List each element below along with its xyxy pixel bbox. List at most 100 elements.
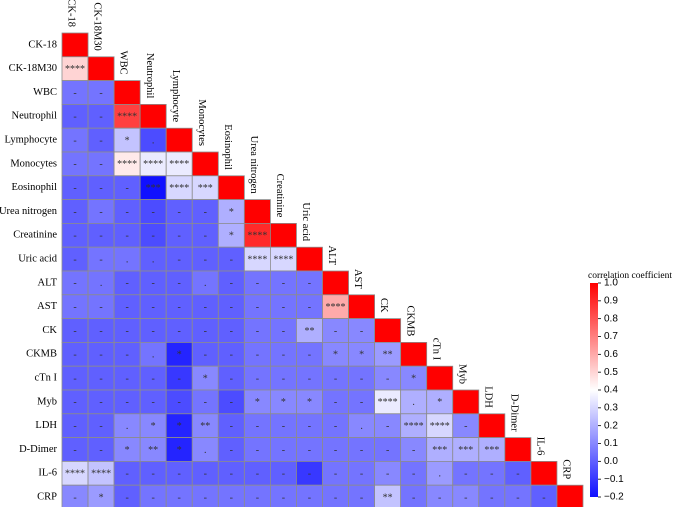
significance-label: - bbox=[334, 492, 337, 503]
column-label: CK-18 bbox=[66, 0, 77, 27]
significance-label: - bbox=[308, 421, 311, 432]
significance-label: - bbox=[282, 326, 285, 337]
row-label: Urea nitrogen bbox=[0, 206, 58, 217]
significance-label: ** bbox=[200, 421, 210, 432]
column-label: LDH bbox=[482, 386, 493, 408]
significance-label: * bbox=[177, 421, 182, 432]
colorbar-tick-label: 0.3 bbox=[604, 402, 618, 413]
heatmap-cell bbox=[556, 484, 584, 507]
colorbar-tick-label: 0.1 bbox=[604, 438, 618, 449]
significance-label: - bbox=[204, 254, 207, 265]
significance-label: - bbox=[178, 254, 181, 265]
row-label: cTn I bbox=[35, 373, 58, 384]
column-label: Neutrophil bbox=[144, 53, 155, 99]
significance-label: - bbox=[282, 421, 285, 432]
significance-label: * bbox=[307, 397, 312, 408]
significance-label: - bbox=[125, 492, 128, 503]
significance-label: - bbox=[490, 492, 493, 503]
significance-label: - bbox=[230, 350, 233, 361]
significance-label: . bbox=[360, 421, 363, 432]
significance-label: **** bbox=[404, 421, 424, 432]
significance-label: *** bbox=[146, 183, 161, 194]
significance-label: - bbox=[178, 207, 181, 218]
significance-label: - bbox=[334, 397, 337, 408]
significance-label: - bbox=[152, 231, 155, 242]
significance-label: - bbox=[230, 302, 233, 313]
significance-label: - bbox=[412, 445, 415, 456]
significance-label: - bbox=[73, 278, 76, 289]
colorbar-title: correlation coefficient bbox=[588, 270, 672, 281]
significance-label: - bbox=[178, 302, 181, 313]
row-label: Monocytes bbox=[10, 158, 57, 169]
heatmap-cell bbox=[478, 413, 506, 438]
significance-label: - bbox=[152, 326, 155, 337]
colorbar-tick-label: 0.9 bbox=[604, 295, 618, 306]
significance-label: ** bbox=[383, 350, 393, 361]
heatmap-cell bbox=[87, 56, 115, 81]
row-label: Myb bbox=[37, 396, 57, 407]
significance-label: - bbox=[125, 350, 128, 361]
significance-label: - bbox=[308, 278, 311, 289]
significance-label: **** bbox=[169, 183, 189, 194]
significance-label: - bbox=[282, 469, 285, 480]
significance-label: * bbox=[229, 207, 234, 218]
significance-label: - bbox=[230, 397, 233, 408]
significance-label: * bbox=[151, 421, 156, 432]
significance-label: . bbox=[438, 469, 441, 480]
colorbar bbox=[590, 283, 598, 497]
significance-label: - bbox=[490, 469, 493, 480]
significance-label: - bbox=[125, 326, 128, 337]
significance-label: - bbox=[99, 397, 102, 408]
heatmap-cell bbox=[269, 222, 297, 248]
significance-label: * bbox=[255, 397, 260, 408]
significance-label: - bbox=[125, 302, 128, 313]
colorbar-tick-label: −0.2 bbox=[604, 492, 624, 503]
significance-label: * bbox=[411, 373, 416, 384]
colorbar-tick-label: 0.4 bbox=[604, 385, 618, 396]
significance-label: - bbox=[99, 350, 102, 361]
significance-label: - bbox=[204, 350, 207, 361]
significance-label: - bbox=[386, 445, 389, 456]
heatmap-cell bbox=[504, 437, 532, 462]
significance-label: - bbox=[152, 207, 155, 218]
row-label: CKMB bbox=[26, 349, 57, 360]
significance-label: - bbox=[542, 492, 545, 503]
significance-label: - bbox=[360, 492, 363, 503]
colorbar-tick-label: 0.2 bbox=[604, 420, 618, 431]
significance-label: - bbox=[516, 492, 519, 503]
column-label: cTn I bbox=[430, 338, 441, 361]
significance-label: - bbox=[282, 350, 285, 361]
significance-label: ** bbox=[148, 445, 158, 456]
significance-label: . bbox=[152, 254, 155, 265]
significance-label: - bbox=[308, 373, 311, 384]
significance-label: - bbox=[360, 445, 363, 456]
significance-label: - bbox=[99, 421, 102, 432]
colorbar-tick-label: 1.0 bbox=[604, 278, 618, 289]
significance-label: - bbox=[256, 421, 259, 432]
significance-label: - bbox=[125, 231, 128, 242]
column-label: ALT bbox=[326, 246, 337, 266]
significance-label: - bbox=[73, 88, 76, 99]
significance-label: - bbox=[99, 302, 102, 313]
heatmap-cell bbox=[243, 199, 271, 224]
significance-label: - bbox=[99, 326, 102, 337]
significance-label: - bbox=[73, 302, 76, 313]
significance-label: - bbox=[125, 469, 128, 480]
significance-label: - bbox=[256, 326, 259, 337]
significance-label: - bbox=[308, 469, 311, 480]
column-label: CK-18M30 bbox=[92, 2, 103, 50]
significance-label: **** bbox=[430, 421, 450, 432]
significance-label: - bbox=[73, 492, 76, 503]
heatmap-cell bbox=[348, 294, 375, 319]
column-label: Myb bbox=[456, 364, 467, 384]
significance-label: . bbox=[126, 421, 129, 432]
significance-label: - bbox=[99, 112, 102, 123]
significance-label: - bbox=[178, 397, 181, 408]
significance-label: - bbox=[308, 445, 311, 456]
significance-label: - bbox=[256, 469, 259, 480]
significance-label: - bbox=[230, 469, 233, 480]
heatmap-cell bbox=[165, 127, 193, 153]
significance-label: **** bbox=[143, 159, 163, 170]
heatmap-cell bbox=[426, 365, 454, 391]
significance-label: - bbox=[282, 492, 285, 503]
